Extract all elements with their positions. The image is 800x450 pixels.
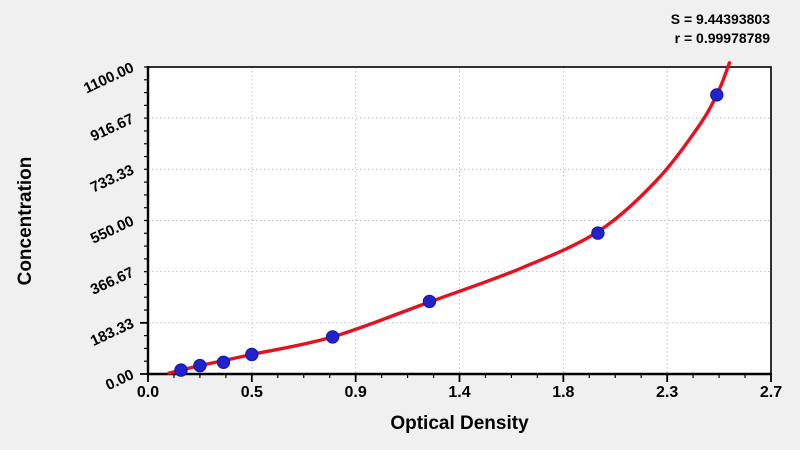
x-axis-title: Optical Density [390,413,529,434]
y-tick-label: 183.33 [88,315,137,350]
y-axis-title: Concentration [15,156,36,286]
x-tick-label: 0.0 [137,384,159,401]
standard-data-point [174,363,188,377]
standard-data-point [216,355,231,369]
standard-data-point [710,88,724,102]
y-tick-label: 733.33 [88,162,137,197]
x-tick-label: 1.4 [448,384,470,401]
data-points [174,88,724,377]
y-tick-label: 366.67 [88,264,137,299]
plot-background [148,67,771,374]
standard-data-point [245,347,259,362]
y-tick-label: 550.00 [88,213,137,248]
standard-data-point [591,226,605,240]
y-tick-label: 916.67 [88,110,137,145]
x-tick-label: 0.9 [345,384,367,401]
x-tick-label: 2.3 [656,384,678,401]
fit-statistics: S = 9.44393803 r = 0.99978789 [671,10,770,48]
x-tick-label: 0.5 [241,384,263,401]
standard-data-point [325,330,340,344]
axis-ticks [140,66,772,382]
standard-data-point [422,294,437,309]
x-tick-label: 1.8 [552,384,574,401]
x-tick-label: 2.7 [760,384,782,401]
fit-s-value: S = 9.44393803 [670,11,770,27]
fit-r-value: r = 0.99978789 [674,30,770,46]
y-tick-label: 0.00 [103,366,137,394]
standard-data-point [193,358,207,373]
y-tick-label: 1100.00 [81,59,137,97]
